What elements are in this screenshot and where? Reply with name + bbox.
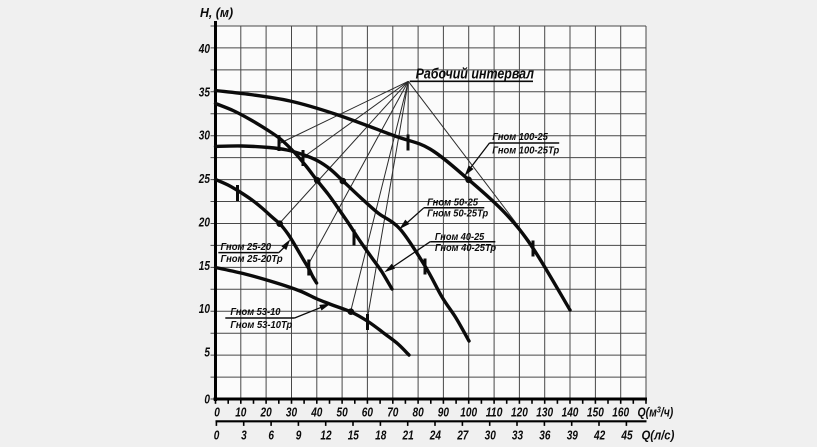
svg-text:3: 3 [241, 427, 247, 442]
svg-text:Гном 53-10: Гном 53-10 [230, 307, 281, 318]
svg-text:Гном 50-25Тр: Гном 50-25Тр [427, 208, 488, 219]
svg-text:10: 10 [235, 405, 247, 420]
svg-text:Гном 25-20: Гном 25-20 [221, 242, 272, 253]
svg-text:140: 140 [562, 405, 579, 420]
svg-text:12: 12 [320, 427, 332, 442]
svg-text:20: 20 [198, 215, 210, 230]
svg-text:Гном 25-20Тр: Гном 25-20Тр [221, 254, 283, 265]
svg-text:30: 30 [485, 427, 497, 442]
svg-text:10: 10 [199, 301, 211, 316]
svg-text:24: 24 [429, 427, 441, 442]
svg-text:Q(л/с): Q(л/с) [642, 428, 675, 443]
svg-text:H, (м): H, (м) [200, 6, 233, 20]
svg-text:35: 35 [199, 84, 211, 99]
svg-text:27: 27 [456, 427, 468, 442]
svg-text:33: 33 [512, 427, 524, 442]
svg-text:0: 0 [214, 427, 220, 442]
svg-text:120: 120 [511, 405, 528, 420]
svg-text:Гном 53-10Тр: Гном 53-10Тр [230, 320, 292, 331]
svg-text:130: 130 [536, 405, 553, 420]
svg-text:20: 20 [260, 405, 272, 420]
svg-text:40: 40 [310, 405, 322, 420]
svg-text:5: 5 [204, 344, 210, 359]
svg-text:70: 70 [387, 405, 399, 420]
svg-text:100: 100 [460, 405, 477, 420]
svg-text:15: 15 [199, 258, 211, 273]
svg-text:60: 60 [362, 405, 374, 420]
svg-text:6: 6 [268, 427, 274, 442]
svg-text:Рабочий интервал: Рабочий интервал [416, 66, 534, 82]
svg-text:150: 150 [587, 405, 604, 420]
svg-text:Гном 100-25Тр: Гном 100-25Тр [492, 146, 559, 157]
svg-text:39: 39 [567, 427, 579, 442]
svg-text:50: 50 [337, 405, 349, 420]
svg-text:0: 0 [214, 405, 220, 420]
svg-text:Гном 40-25Тр: Гном 40-25Тр [435, 243, 496, 254]
svg-text:110: 110 [486, 405, 503, 420]
svg-text:Гном 40-25: Гном 40-25 [435, 232, 485, 243]
svg-text:15: 15 [348, 427, 360, 442]
svg-text:42: 42 [593, 427, 605, 442]
svg-text:18: 18 [375, 427, 387, 442]
svg-text:Гном 100-25: Гном 100-25 [492, 132, 548, 143]
svg-text:0: 0 [204, 392, 210, 407]
svg-text:30: 30 [286, 405, 298, 420]
svg-text:9: 9 [296, 427, 302, 442]
svg-text:90: 90 [438, 405, 450, 420]
svg-text:25: 25 [198, 171, 210, 186]
svg-text:Q(м3/ч): Q(м3/ч) [638, 405, 674, 420]
svg-text:Гном 50-25: Гном 50-25 [427, 198, 478, 209]
svg-text:80: 80 [413, 405, 425, 420]
svg-text:21: 21 [402, 427, 414, 442]
svg-text:30: 30 [199, 127, 211, 142]
svg-text:40: 40 [198, 41, 210, 56]
svg-text:45: 45 [621, 427, 633, 442]
svg-text:160: 160 [612, 405, 629, 420]
svg-text:36: 36 [539, 427, 551, 442]
